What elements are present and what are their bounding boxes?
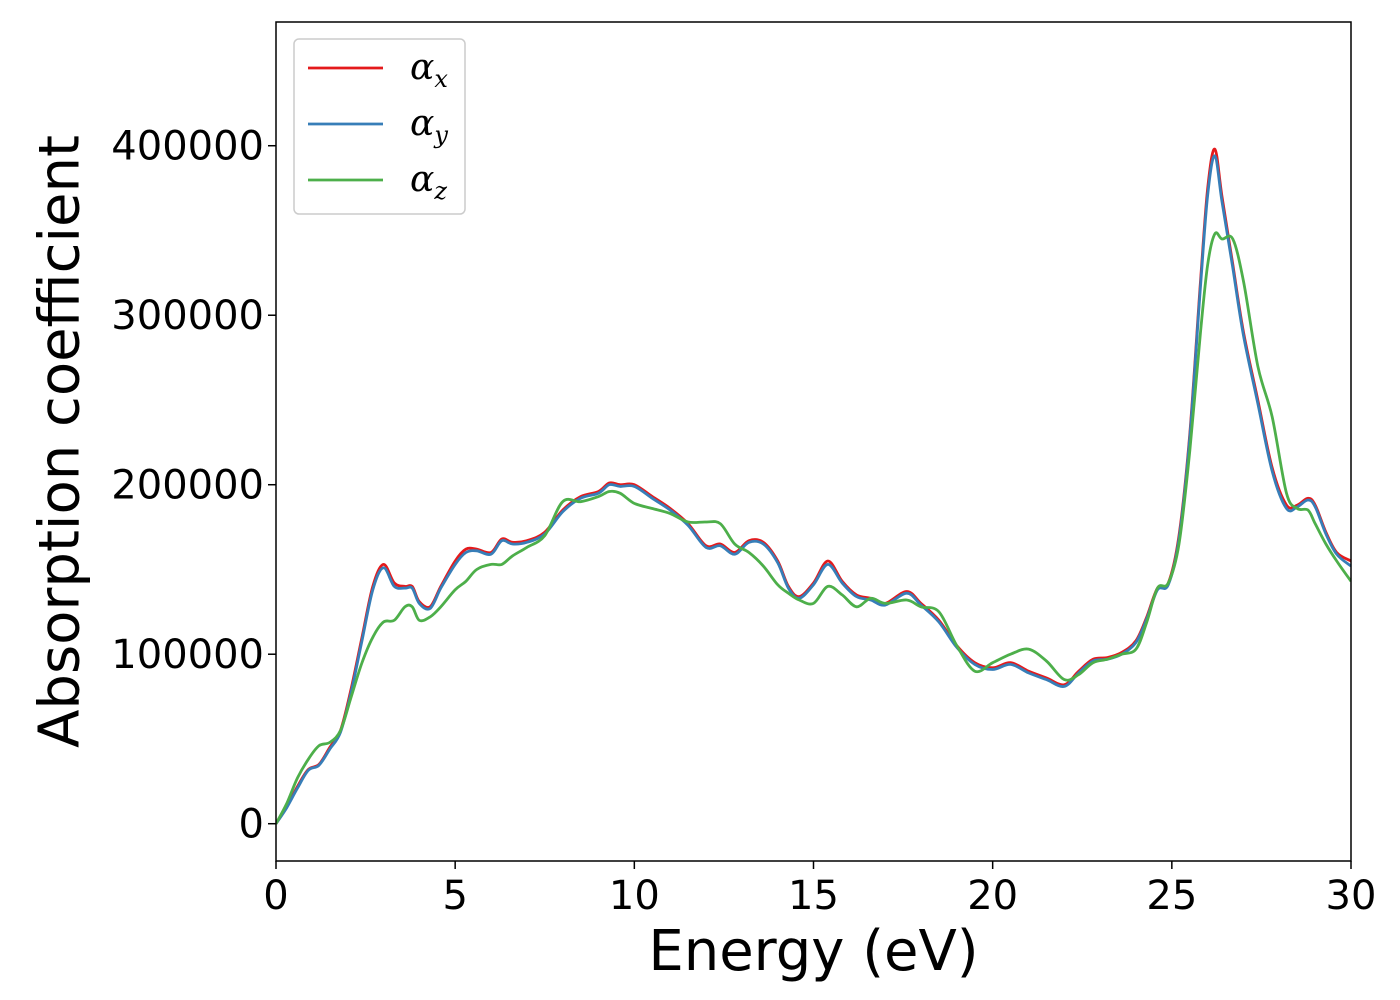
legend-box	[293, 38, 466, 215]
series-line-z	[276, 231, 1351, 825]
y-axis-ticks: 0 100000 200000 300000 400000	[111, 124, 276, 848]
x-tick-label: 30	[1326, 873, 1377, 919]
y-tick-label: 200000	[111, 463, 264, 509]
y-tick-label: 0	[239, 802, 264, 848]
x-tick-label: 0	[263, 873, 288, 919]
x-tick-label: 10	[609, 873, 660, 919]
x-tick-label: 15	[788, 873, 839, 919]
y-tick-label: 300000	[111, 293, 264, 339]
y-tick-label: 100000	[111, 632, 264, 678]
plot-lines	[276, 147, 1351, 825]
y-tick-label: 400000	[111, 124, 264, 170]
x-tick-label: 5	[442, 873, 467, 919]
series-line-y	[276, 154, 1351, 825]
x-axis-ticks: 0 5 10 15 20 25 30	[263, 861, 1376, 919]
legend-label-x: αx	[410, 47, 448, 93]
x-axis-label: Energy (eV)	[648, 919, 978, 984]
x-tick-label: 25	[1146, 873, 1197, 919]
y-axis-label: Absorption coefficient	[28, 135, 93, 748]
x-tick-label: 20	[967, 873, 1018, 919]
